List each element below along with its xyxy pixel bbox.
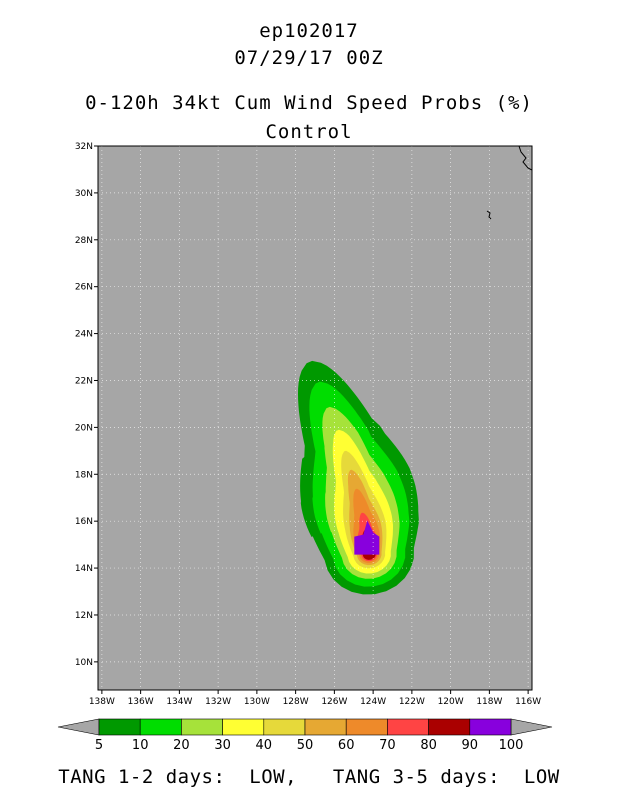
lat-label: 20N: [75, 423, 93, 433]
lat-label: 32N: [75, 142, 93, 152]
run-title: Control: [265, 121, 353, 143]
colorbar-level-label: 90: [462, 738, 479, 753]
colorbar-swatch: [222, 718, 265, 736]
lat-label: 24N: [75, 330, 93, 340]
colorbar-level-label: 100: [499, 738, 524, 753]
lat-label: 10N: [75, 658, 93, 668]
map-frame: [97, 145, 533, 691]
colorbar-level-label: 40: [256, 738, 273, 753]
baja-coastline: [518, 146, 532, 171]
colorbar-level-label: 70: [379, 738, 396, 753]
lon-label: 122W: [399, 697, 425, 707]
colorbar-swatch: [387, 718, 429, 736]
lon-label: 116W: [515, 697, 541, 707]
colorbar-swatch: [98, 718, 141, 736]
guadalupe-island: [486, 210, 492, 220]
colorbar-swatch: [428, 718, 471, 736]
colorbar-level-label: 20: [173, 738, 190, 753]
probability-swath: [298, 360, 419, 595]
colorbar-level-label: 80: [420, 738, 437, 753]
lat-label: 30N: [75, 189, 93, 199]
colorbar: 5 10 20 30 40 50 60 70 80 90 100: [57, 718, 553, 753]
lon-label: 118W: [476, 697, 502, 707]
lat-lon-grid: [98, 146, 532, 690]
storm-id-title: ep102017: [259, 20, 359, 42]
colorbar-swatch: [304, 718, 347, 736]
lon-label: 124W: [360, 697, 386, 707]
lat-label: 14N: [75, 564, 93, 574]
lat-label: 26N: [75, 283, 93, 293]
colorbar-low-arrow: [57, 718, 100, 736]
lon-label: 130W: [244, 697, 270, 707]
lon-label: 138W: [89, 697, 115, 707]
axis-ticks: 138W 136W 134W 132W 130W 128W 126W 124W 122W 120W…: [75, 142, 541, 707]
colorbar-level-label: 50: [297, 738, 314, 753]
colorbar-level-label: 60: [338, 738, 355, 753]
lon-label: 134W: [166, 697, 192, 707]
lon-label: 120W: [438, 697, 464, 707]
lat-label: 22N: [75, 376, 93, 386]
colorbar-swatch: [345, 718, 388, 736]
lon-label: 132W: [205, 697, 231, 707]
tang-footer: TANG 1-2 days: LOW, TANG 3-5 days: LOW: [58, 766, 560, 788]
colorbar-high-arrow: [510, 718, 553, 736]
colorbar-swatch: [139, 718, 182, 736]
colorbar-swatch: [263, 718, 306, 736]
lat-label: 12N: [75, 611, 93, 621]
colorbar-level-label: 10: [132, 738, 149, 753]
datetime-title: 07/29/17 00Z: [234, 47, 384, 69]
colorbar-level-label: 5: [95, 738, 103, 753]
colorbar-level-label: 30: [214, 738, 231, 753]
lon-label: 126W: [321, 697, 347, 707]
colorbar-swatch: [181, 718, 223, 736]
colorbar-swatch: [469, 718, 512, 736]
product-title: 0-120h 34kt Cum Wind Speed Probs (%): [85, 92, 533, 114]
lat-label: 28N: [75, 236, 93, 246]
coastline: [486, 146, 532, 220]
lon-label: 128W: [283, 697, 309, 707]
lon-label: 136W: [128, 697, 154, 707]
lat-label: 16N: [75, 517, 93, 527]
lat-label: 18N: [75, 470, 93, 480]
